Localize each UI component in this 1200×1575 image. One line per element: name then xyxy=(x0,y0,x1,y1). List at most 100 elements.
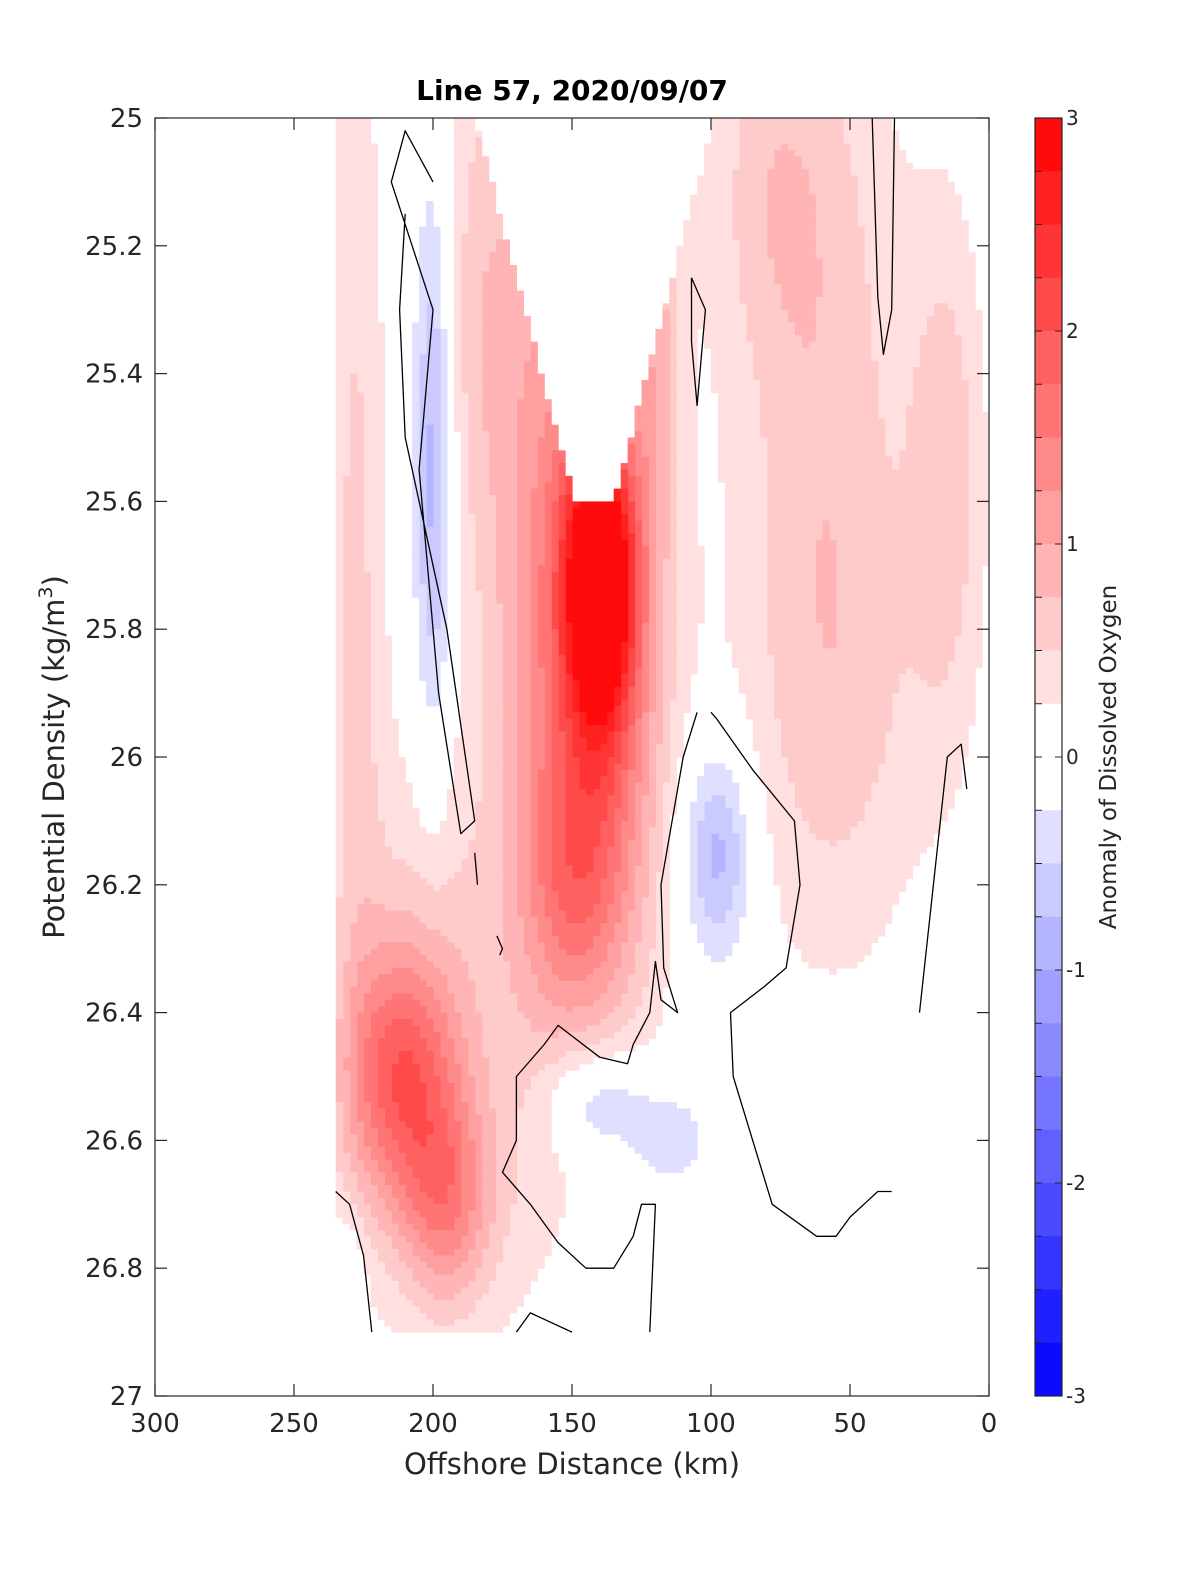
contour-cell xyxy=(912,194,921,202)
contour-cell xyxy=(933,290,941,298)
contour-cell xyxy=(877,514,886,522)
contour-cell xyxy=(773,514,782,522)
contour-cell xyxy=(836,546,844,554)
contour-cell xyxy=(683,379,691,387)
contour-cell xyxy=(724,942,733,950)
contour-cell xyxy=(863,348,872,356)
contour-cell xyxy=(933,827,941,835)
contour-cell xyxy=(766,507,775,515)
contour-cell xyxy=(780,201,789,209)
contour-cell xyxy=(975,590,983,598)
contour-cell xyxy=(794,929,802,937)
contour-cell xyxy=(815,859,823,867)
contour-cell xyxy=(933,181,941,189)
contour-cell xyxy=(933,220,941,228)
contour-cell xyxy=(738,495,747,502)
contour-cell xyxy=(745,501,754,509)
contour-cell xyxy=(877,891,886,899)
contour-cell xyxy=(856,935,865,943)
contour-cell xyxy=(863,335,872,343)
contour-cell xyxy=(822,175,830,183)
contour-cell xyxy=(850,450,858,458)
contour-cell xyxy=(870,162,879,170)
contour-cell xyxy=(773,552,782,560)
contour-cell xyxy=(752,137,761,145)
contour-cell xyxy=(808,418,816,426)
contour-cell xyxy=(794,475,802,483)
contour-cell xyxy=(940,239,948,247)
contour-cell xyxy=(731,118,740,125)
contour-cell xyxy=(829,923,837,931)
contour-cell xyxy=(808,411,816,419)
contour-cell xyxy=(863,629,872,637)
contour-cell xyxy=(724,233,733,241)
contour-cell xyxy=(940,661,948,669)
contour-cell xyxy=(877,833,886,841)
contour-cell xyxy=(704,239,712,247)
contour-cell xyxy=(752,622,761,630)
contour-cell xyxy=(829,967,837,975)
contour-cell xyxy=(905,872,914,880)
contour-cell xyxy=(697,597,705,605)
contour-cell xyxy=(947,405,955,413)
contour-cell xyxy=(856,916,865,924)
contour-cell xyxy=(724,156,733,164)
contour-cell xyxy=(919,277,928,285)
contour-cell xyxy=(843,233,851,241)
contour-cell xyxy=(662,718,670,726)
contour-cell xyxy=(801,418,809,426)
contour-cell xyxy=(662,322,670,330)
contour-cell xyxy=(801,392,809,400)
contour-cell xyxy=(919,737,928,745)
contour-cell xyxy=(850,118,858,125)
contour-cell xyxy=(766,520,775,528)
contour-cell xyxy=(926,233,934,241)
contour-cell xyxy=(905,194,914,202)
contour-cell xyxy=(801,801,809,809)
contour-cell xyxy=(815,341,823,349)
contour-cell xyxy=(773,737,782,745)
contour-cell xyxy=(808,801,816,809)
contour-cell xyxy=(766,648,775,656)
contour-cell xyxy=(870,571,879,579)
contour-cell xyxy=(919,846,928,854)
contour-cell xyxy=(863,220,872,228)
contour-cell xyxy=(690,539,698,547)
contour-cell xyxy=(856,757,865,764)
contour-cell xyxy=(933,590,941,598)
contour-cell xyxy=(947,757,955,764)
contour-cell xyxy=(801,322,809,330)
contour-cell xyxy=(905,827,914,835)
contour-cell xyxy=(815,667,823,675)
contour-cell xyxy=(961,450,969,458)
contour-cell xyxy=(752,443,761,451)
contour-cell xyxy=(676,431,684,439)
contour-cell xyxy=(752,360,761,368)
contour-cell xyxy=(676,322,684,330)
contour-cell xyxy=(738,872,747,880)
contour-cell xyxy=(773,757,782,764)
contour-cell xyxy=(731,469,740,477)
contour-cell xyxy=(780,149,789,157)
contour-cell xyxy=(982,558,989,566)
contour-cell xyxy=(919,482,928,490)
contour-cell xyxy=(704,820,712,828)
contour-cell xyxy=(843,296,851,304)
contour-cell xyxy=(822,833,830,841)
contour-cell xyxy=(801,354,809,362)
contour-cell xyxy=(961,335,969,343)
contour-cell xyxy=(836,795,844,803)
contour-cell xyxy=(863,923,872,931)
contour-cell xyxy=(856,693,865,701)
contour-cell xyxy=(662,801,670,809)
contour-cell xyxy=(947,188,955,196)
contour-cell xyxy=(954,354,962,362)
contour-cell xyxy=(919,552,928,560)
contour-cell xyxy=(863,194,872,202)
contour-cell xyxy=(717,910,726,918)
contour-cell xyxy=(933,667,941,675)
contour-cell xyxy=(829,725,837,733)
contour-cell xyxy=(870,699,879,707)
contour-cell xyxy=(724,149,733,157)
contour-cell xyxy=(787,603,795,611)
